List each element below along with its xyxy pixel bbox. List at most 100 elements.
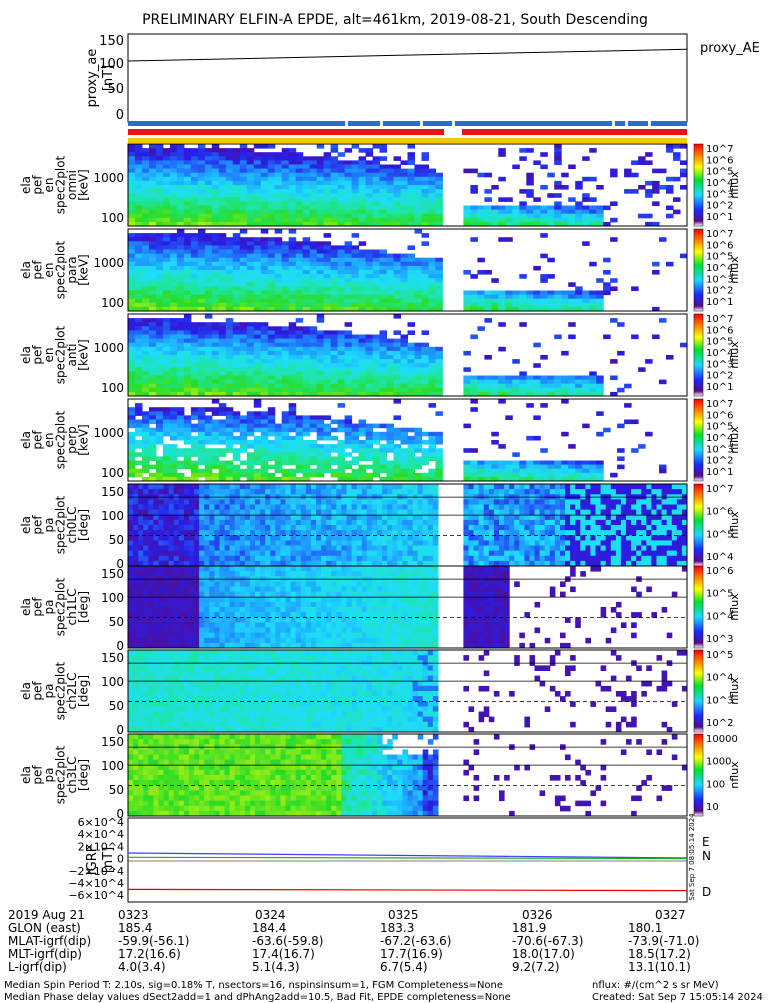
colorbar-en1-tick-0: 10^7 (706, 229, 733, 240)
colorbar-pa0-label: nflux (728, 511, 741, 539)
ephemeris-value-0-0: 185.4 (118, 921, 152, 935)
ephemeris-row-label-0: GLON (east) (8, 921, 81, 935)
ephemeris-value-2-0: 17.2(16.6) (118, 947, 181, 961)
proxy-ae-legend: proxy_AE (700, 41, 760, 56)
igrf-legend-e: E (702, 835, 710, 849)
ephemeris-value-2-2: 17.7(16.9) (380, 947, 443, 961)
igrf-ytick-0: 6×10^4 (78, 816, 124, 829)
pa-spectrogram-3 (128, 734, 688, 817)
energy-panel-1-ytick-100: 100 (101, 296, 124, 310)
footer-created: Created: Sat Sep 7 15:05:14 2024 (592, 992, 763, 1003)
pa-spectrogram-2 (128, 650, 688, 733)
chart-title: PRELIMINARY ELFIN-A EPDE, alt=461km, 201… (142, 12, 648, 28)
status-bar-blue (128, 121, 687, 126)
pa-panel-0-ytick-1: 100 (101, 509, 124, 523)
ephemeris-value-3-4: 13.1(10.1) (628, 960, 691, 974)
ephemeris-value-0-2: 183.3 (380, 921, 414, 935)
pa-panel-1-ytick-0: 150 (101, 567, 124, 581)
proxy-ae-panel: proxy_ae [nT] 150 100 50 0 proxy_AE (85, 34, 760, 123)
proxy-ae-frame (128, 34, 687, 122)
colorbar-en3 (694, 399, 703, 481)
colorbar-en1 (694, 229, 703, 311)
proxy-ae-ytick-0: 0 (116, 108, 124, 123)
colorbar-en2-tick-5: 10^2 (706, 371, 733, 382)
colorbar-pa2 (694, 650, 703, 732)
vertical-timestamp: Sat Sep 7 08:05:14 2024 (688, 813, 696, 901)
ephemeris-value-1-4: -73.9(-71.0) (628, 934, 699, 948)
colorbar-en2 (694, 314, 703, 396)
igrf-ytick-5: −4×10^4 (68, 877, 124, 890)
pa-panel-3-ytick-1: 100 (101, 759, 124, 773)
colorbar-en3-label: nflux (728, 426, 741, 454)
ephemeris-row-label-1: MLAT-igrf(dip) (8, 934, 91, 948)
ephemeris-value-1-3: -70.6(-67.3) (512, 934, 583, 948)
igrf-panel: IGRF [nT] 6×10^44×10^42×10^40−2×10^4−4×1… (68, 813, 711, 902)
footer-line-2: Median Phase delay values dSect2add=1 an… (4, 992, 511, 1003)
panel-pa1-ylabel-5: [deg] (77, 591, 91, 623)
colorbar-pa3-tick-3: 10 (706, 802, 719, 813)
status-bars (128, 121, 687, 143)
colorbar-en2-tick-0: 10^7 (706, 314, 733, 325)
spectrogram-panels: elapefenspec2plotomni[keV]100010010^710^… (19, 144, 741, 821)
proxy-ae-series-line (128, 49, 687, 61)
ephemeris-time-2: 0325 (388, 908, 419, 922)
ephemeris-time-3: 0326 (522, 908, 553, 922)
ephemeris-value-0-3: 181.9 (512, 921, 546, 935)
pa-panel-2-ytick-2: 50 (109, 699, 124, 713)
energy-panel-3-ytick-100: 100 (101, 466, 124, 480)
colorbar-en3-tick-0: 10^7 (706, 399, 733, 410)
ephemeris-value-2-1: 17.4(16.7) (252, 947, 315, 961)
colorbar-pa3-tick-2: 100 (706, 779, 725, 790)
ephemeris-value-3-3: 9.2(7.2) (512, 960, 560, 974)
energy-spectrogram-0 (128, 144, 688, 227)
footer-line-1: Median Spin Period T: 2.10s, sig=0.18% T… (4, 980, 503, 991)
colorbar-pa1-tick-0: 10^6 (706, 566, 733, 577)
pa-panel-3-ytick-0: 150 (101, 735, 124, 749)
ephemeris-time-4: 0327 (655, 908, 686, 922)
ephemeris-time-1: 0324 (255, 908, 286, 922)
colorbar-pa1-tick-3: 10^3 (706, 634, 733, 645)
status-bar-red-1 (128, 129, 444, 135)
proxy-ae-ytick-50: 50 (107, 82, 124, 97)
panel-en3-ylabel-5: [keV] (77, 424, 91, 455)
pa-panel-0-ytick-0: 150 (101, 485, 124, 499)
colorbar-en2-tick-6: 10^1 (706, 382, 733, 393)
igrf-legend-n: N (702, 849, 711, 863)
pa-panel-2-ytick-1: 100 (101, 675, 124, 689)
ephemeris-date: 2019 Aug 21 (8, 908, 85, 922)
energy-spectrogram-3 (128, 399, 667, 482)
igrf-series-d (128, 889, 687, 890)
colorbar-pa1-label: nflux (728, 593, 741, 621)
ephemeris-value-0-1: 184.4 (252, 921, 286, 935)
energy-spectrogram-2 (128, 314, 688, 397)
ephemeris-value-0-4: 180.1 (628, 921, 662, 935)
status-bar-yellow (128, 138, 687, 143)
energy-panel-3-ytick-1000: 1000 (93, 426, 124, 440)
colorbar-pa3-label: nflux (728, 761, 741, 789)
panel-pa3-ylabel-5: [deg] (77, 759, 91, 791)
ephemeris-date-row: 2019 Aug 21 (8, 908, 85, 922)
ephemeris-row-label-3: L-igrf(dip) (8, 960, 67, 974)
pa-spectrogram-0 (128, 484, 688, 567)
ephemeris-value-2-4: 18.5(17.2) (628, 947, 691, 961)
colorbar-pa3 (694, 734, 703, 816)
energy-spectrogram-1 (128, 229, 688, 312)
footer-units: nflux: #/(cm^2 s sr MeV) (592, 980, 719, 991)
ephemeris-row-label-2: MLT-igrf(dip) (8, 947, 82, 961)
colorbar-en0-tick-0: 10^7 (706, 144, 733, 155)
colorbar-en1-tick-6: 10^1 (706, 297, 733, 308)
panel-pa2-ylabel-5: [deg] (77, 675, 91, 707)
proxy-ae-ytick-150: 150 (99, 34, 124, 49)
colorbar-en1-label: nflux (728, 256, 741, 284)
ephemeris-time-0: 0323 (118, 908, 149, 922)
panel-en2-ylabel-5: [keV] (77, 339, 91, 370)
colorbar-pa1 (694, 566, 703, 648)
colorbar-en3-tick-6: 10^1 (706, 467, 733, 478)
colorbar-en0-tick-1: 10^6 (706, 155, 733, 166)
pa-spectrogram-1 (128, 566, 688, 649)
ephemeris-value-2-3: 18.0(17.0) (512, 947, 575, 961)
igrf-ytick-6: −6×10^4 (68, 889, 124, 902)
colorbar-en2-tick-1: 10^6 (706, 325, 733, 336)
pa-panel-3-ytick-2: 50 (109, 783, 124, 797)
colorbar-en1-tick-5: 10^2 (706, 286, 733, 297)
